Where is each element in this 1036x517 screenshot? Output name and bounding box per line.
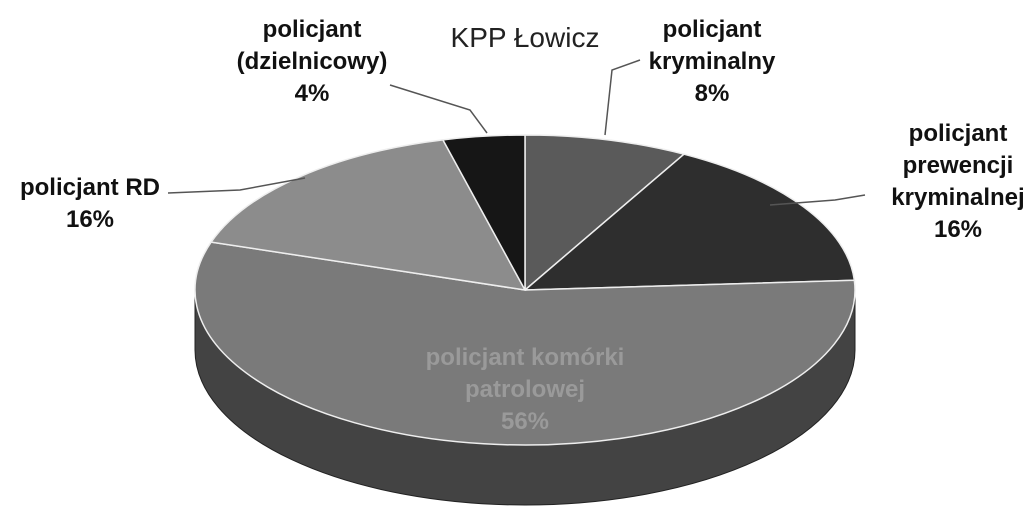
- label-value: 56%: [500, 408, 550, 435]
- pie-slice: [441, 134, 526, 291]
- label-value: 16%: [933, 216, 983, 243]
- label-value: 4%: [294, 80, 330, 107]
- data-label: policjant prewencji kryminalnej 16%: [863, 118, 1036, 246]
- label-name: policjant komórki patrolowej: [425, 344, 625, 403]
- leader-line: [604, 59, 641, 136]
- pie-tops: [194, 134, 856, 446]
- pie-slice: [194, 241, 856, 446]
- data-label: policjant RD 16%: [0, 172, 185, 236]
- leader-line: [769, 194, 866, 206]
- pie-slice: [524, 134, 686, 292]
- label-value: 8%: [694, 80, 730, 107]
- pie-slice: [209, 139, 527, 291]
- leader-line: [389, 84, 488, 134]
- label-name: policjant (dzielnicowy): [236, 16, 388, 75]
- leader-line: [167, 177, 306, 194]
- label-name: policjant RD: [19, 174, 160, 201]
- label-name: policjant prewencji kryminalnej: [891, 120, 1025, 211]
- label-name: policjant kryminalny: [648, 16, 776, 75]
- leader-lines: [167, 59, 866, 206]
- chart-title: KPP Łowicz: [450, 22, 600, 53]
- data-label: policjant komórki patrolowej 56%: [395, 342, 655, 438]
- data-label: policjant (dzielnicowy) 4%: [212, 14, 412, 110]
- label-value: 16%: [65, 206, 115, 233]
- data-label: policjant kryminalny 8%: [612, 14, 812, 110]
- pie-slice: [522, 153, 856, 291]
